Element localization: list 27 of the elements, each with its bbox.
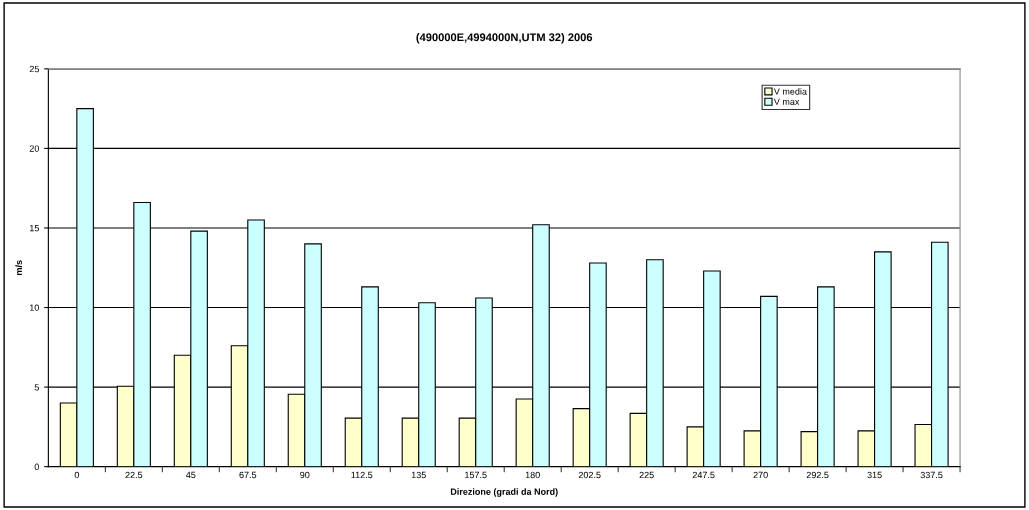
y-tick-label: 25: [29, 65, 39, 73]
x-tick-label: 225: [639, 471, 654, 479]
x-tick-label: 337.5: [920, 471, 943, 479]
x-tick-label: 292.5: [806, 471, 829, 479]
y-tick-label: 20: [29, 145, 39, 152]
x-tick-label: 180: [525, 471, 540, 479]
y-tick-label: 15: [29, 225, 39, 232]
y-tick-label: 0: [34, 463, 39, 471]
x-tick-label: 0: [74, 471, 80, 479]
legend-label: V max: [773, 98, 800, 105]
x-tick-label: 157.5: [465, 471, 487, 479]
x-tick-label: 270: [753, 471, 768, 479]
x-tick-label: 67.5: [239, 471, 257, 479]
x-tick-label: 202.5: [578, 471, 601, 479]
y-axis-title: m/s: [15, 260, 23, 275]
y-tick-label: 10: [29, 304, 39, 311]
x-tick-label: 135: [411, 471, 426, 479]
x-tick-label: 90: [300, 471, 310, 479]
x-tick-label: 22.5: [125, 471, 143, 479]
x-axis-title: Direzione (gradi da Nord): [450, 488, 558, 497]
x-tick-label: 315: [867, 471, 882, 479]
x-tick-label: 45: [186, 471, 196, 479]
x-tick-label: 247.5: [692, 471, 715, 479]
legend-label: V media: [773, 88, 807, 95]
y-tick-label: 5: [34, 384, 39, 391]
chart-title: (490000E,4994000N,UTM 32) 2006: [416, 33, 593, 44]
x-tick-label: 112.5: [351, 471, 373, 479]
